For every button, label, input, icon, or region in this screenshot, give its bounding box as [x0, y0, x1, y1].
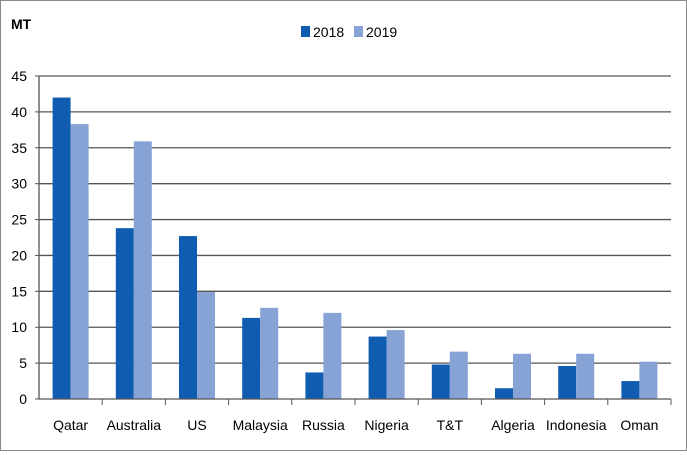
- legend-label: 2019: [366, 24, 397, 40]
- x-tick-label: Malaysia: [233, 417, 288, 433]
- bar-2019-oman: [639, 361, 658, 399]
- bar-2019-nigeria: [386, 330, 405, 399]
- x-tick-label: T&T: [437, 417, 464, 433]
- bar-2019-tt: [449, 351, 468, 399]
- bar-2018-us: [179, 236, 197, 399]
- x-tick-label: Russia: [302, 417, 345, 433]
- x-tick-label: Indonesia: [546, 417, 607, 433]
- bar-2018-algeria: [495, 388, 513, 399]
- bar-2018-nigeria: [368, 336, 387, 399]
- bar-2018-indonesia: [558, 365, 577, 399]
- bar-2019-australia: [133, 141, 152, 399]
- x-tick-label: Australia: [107, 417, 162, 433]
- bar-2018-russia: [305, 372, 324, 399]
- x-tick-label: Oman: [620, 417, 658, 433]
- y-tick-label: 0: [19, 391, 27, 407]
- y-tick-label: 5: [19, 355, 27, 371]
- bar-2019-russia: [323, 312, 342, 399]
- bar-2018-malaysia: [242, 317, 261, 399]
- bar-2019-indonesia: [576, 353, 595, 399]
- bar-2019-algeria: [513, 353, 531, 399]
- y-tick-label: 35: [11, 140, 27, 156]
- x-tick-label: Algeria: [491, 417, 535, 433]
- y-tick-label: 15: [11, 283, 27, 299]
- bar-2018-qatar: [52, 97, 71, 400]
- y-tick-label: 30: [11, 176, 27, 192]
- legend-swatch-2019: [354, 26, 363, 37]
- y-tick-label: 20: [11, 247, 27, 263]
- legend-swatch-2018: [301, 26, 310, 37]
- x-tick-label: Qatar: [53, 417, 88, 433]
- bar-2019-malaysia: [260, 307, 279, 399]
- y-tick-label: 40: [11, 104, 27, 120]
- bar-2018-australia: [115, 228, 134, 399]
- legend-label: 2018: [313, 24, 344, 40]
- bar-2019-us: [197, 292, 215, 399]
- x-tick-label: US: [187, 417, 206, 433]
- x-tick-label: Nigeria: [364, 417, 409, 433]
- bar-2019-qatar: [70, 124, 89, 399]
- bar-2018-tt: [431, 364, 450, 399]
- bar-2018-oman: [621, 381, 640, 399]
- y-tick-label: 45: [11, 68, 27, 84]
- y-tick-label: 25: [11, 212, 27, 228]
- y-axis-label: MT: [11, 16, 32, 32]
- y-tick-label: 10: [11, 319, 27, 335]
